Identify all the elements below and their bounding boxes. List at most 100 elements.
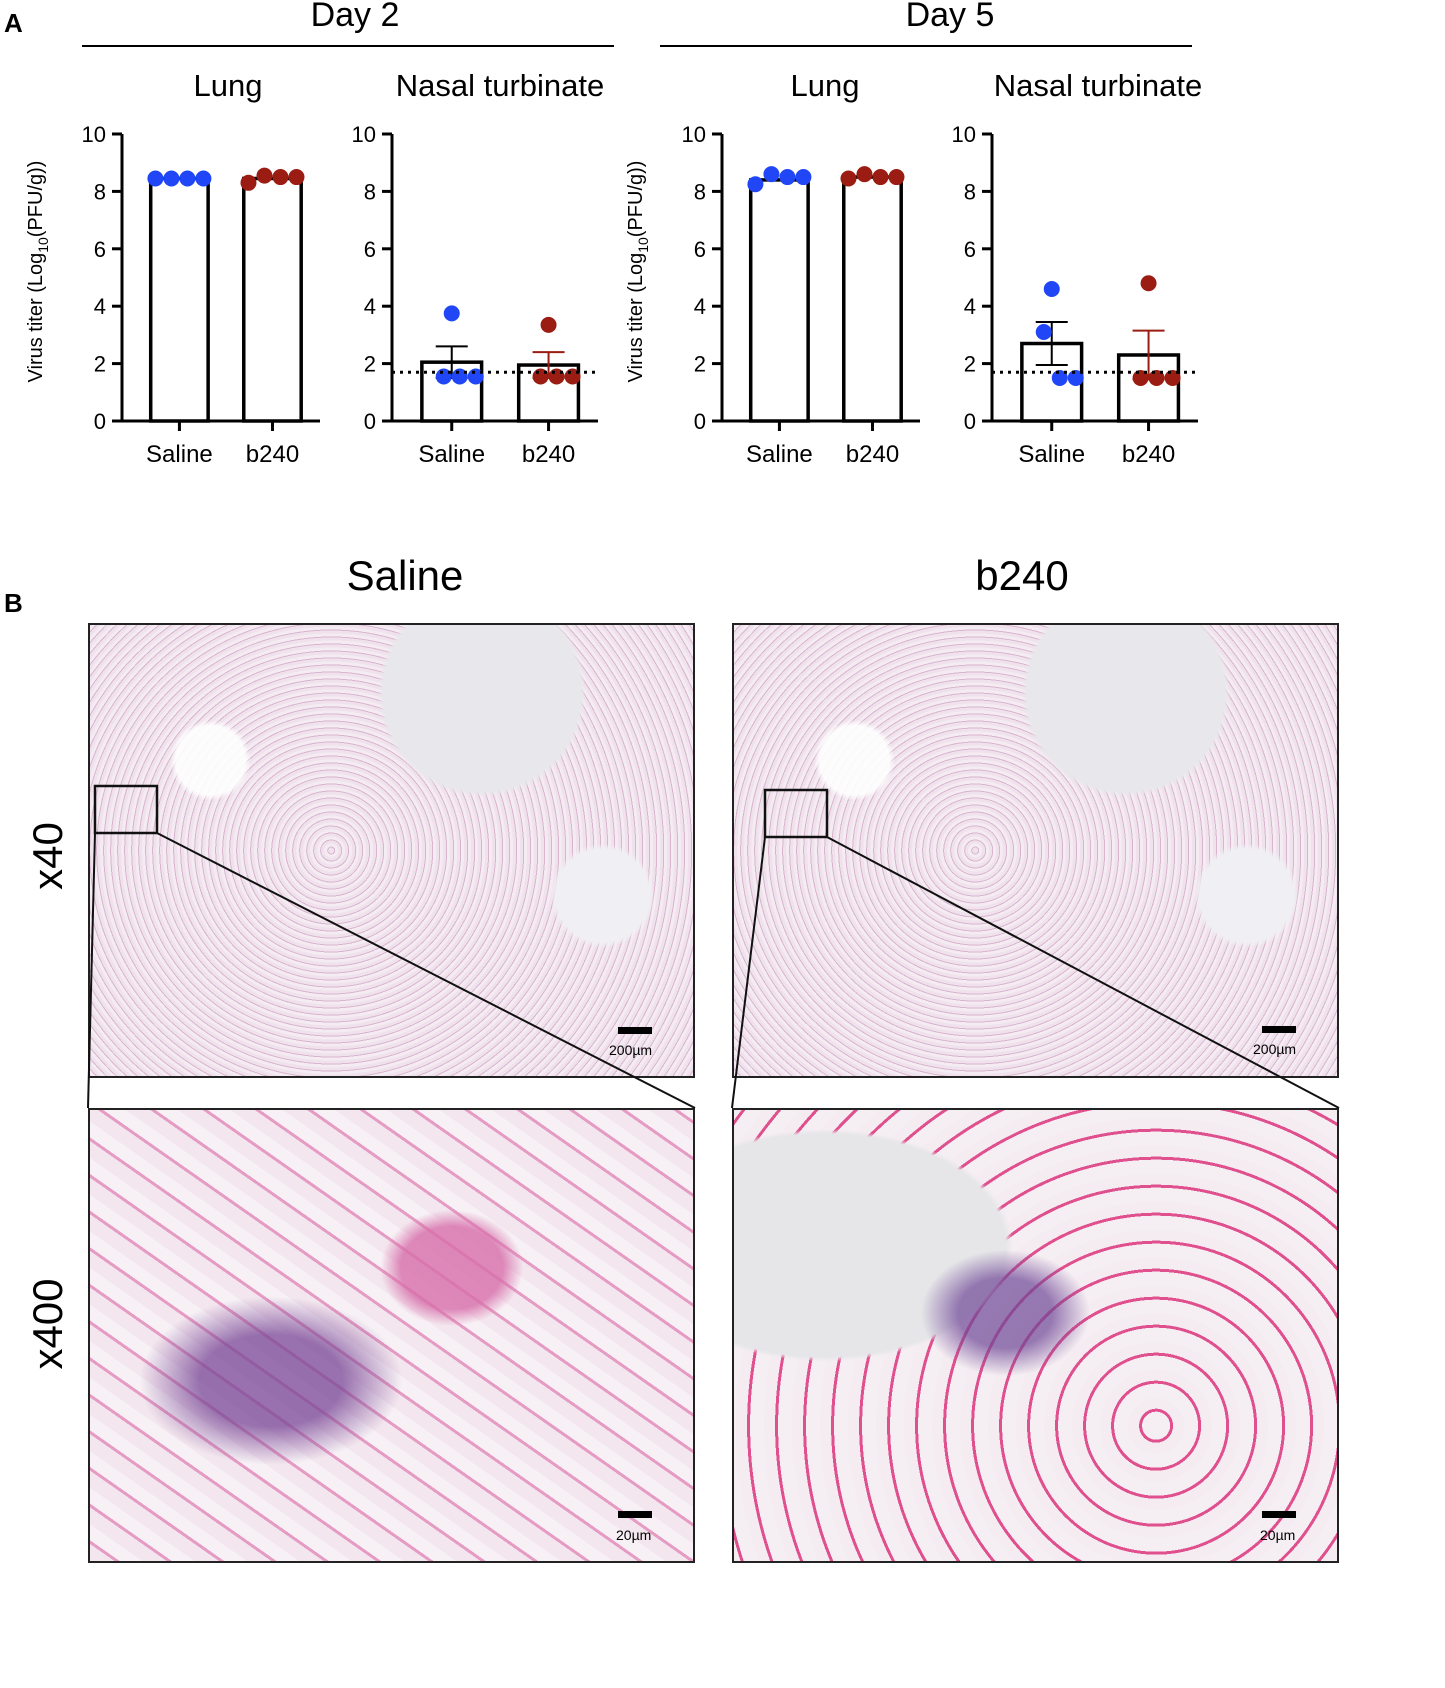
- y-tick-label: 8: [694, 179, 706, 204]
- x-tick-label: b240: [846, 441, 899, 468]
- micrograph-saline-x400: 20µm: [88, 1108, 695, 1563]
- x-tick-label: b240: [1122, 441, 1175, 468]
- day2-title: Day 2: [310, 0, 400, 34]
- micrograph-saline-x40: 200µm: [88, 623, 695, 1078]
- data-point-saline: [1035, 324, 1052, 341]
- data-point-b240: [1148, 369, 1165, 386]
- data-point-b240: [872, 169, 889, 186]
- chart-title: Lung: [194, 68, 263, 103]
- y-axis-label-subscript: 10: [635, 237, 651, 253]
- data-point-b240: [888, 169, 905, 186]
- data-point-b240: [256, 167, 273, 184]
- chart-title: Nasal turbinate: [994, 68, 1203, 103]
- data-point-b240: [1132, 369, 1149, 386]
- micrograph-b240-x40: 200µm: [732, 623, 1339, 1078]
- y-tick-label: 10: [952, 122, 976, 147]
- histology-col-b240: b240: [975, 552, 1069, 599]
- scale-bar: [618, 1027, 652, 1034]
- y-tick-label: 8: [964, 179, 976, 204]
- y-axis-label-subscript: 10: [35, 237, 51, 253]
- zoom-line-right: [826, 836, 1340, 1109]
- data-point-saline: [1067, 369, 1084, 386]
- y-tick-label: 2: [964, 352, 976, 377]
- scale-bar: [1262, 1511, 1296, 1518]
- y-tick-label: 4: [694, 294, 706, 319]
- x-tick-label: Saline: [418, 441, 485, 468]
- y-tick-label: 0: [964, 409, 976, 434]
- chart-title: Nasal turbinate: [396, 68, 605, 103]
- day5-rule: [660, 45, 1192, 47]
- data-point-saline: [747, 176, 764, 193]
- histology-col-saline: Saline: [346, 552, 464, 599]
- day5-title: Day 5: [905, 0, 995, 34]
- data-point-saline: [435, 368, 452, 385]
- panel-a-label: A: [4, 8, 23, 38]
- y-tick-label: 8: [94, 179, 106, 204]
- zoom-box-saline: [93, 784, 159, 835]
- y-tick-label: 4: [364, 294, 376, 319]
- data-point-saline: [163, 170, 180, 187]
- x-tick-label: b240: [522, 441, 575, 468]
- data-point-saline: [451, 368, 468, 385]
- zoom-line-left: [87, 832, 96, 1109]
- y-axis-label: Virus titer (Log10(PFU/g)): [625, 161, 651, 383]
- data-point-saline: [195, 170, 212, 187]
- y-tick-label: 2: [694, 352, 706, 377]
- data-point-saline: [795, 169, 812, 186]
- micrograph-b240-x400: 20µm: [732, 1108, 1339, 1563]
- y-tick-label: 6: [364, 237, 376, 262]
- bar-b240: [242, 176, 303, 423]
- y-axis-label-end: (PFU/g)): [625, 161, 647, 238]
- data-point-b240: [272, 169, 289, 186]
- y-axis-label-main: Virus titer (Log: [625, 253, 647, 383]
- data-point-saline: [1043, 280, 1060, 297]
- panel-b-label: B: [4, 588, 23, 618]
- y-tick-label: 6: [694, 237, 706, 262]
- bar-saline: [148, 176, 210, 423]
- x-tick-label: Saline: [146, 441, 213, 468]
- chart-2: Nasal turbinate 0 2 4 6 8 10 Saline b240: [352, 68, 605, 468]
- y-tick-label: 10: [352, 122, 376, 147]
- scale-bar: [1262, 1026, 1296, 1033]
- bar-saline: [748, 178, 810, 423]
- zoom-line-right: [156, 832, 696, 1109]
- data-point-b240: [288, 169, 305, 186]
- data-point-b240: [856, 166, 873, 183]
- y-axis-label-end: (PFU/g)): [25, 161, 47, 238]
- data-point-b240: [540, 316, 557, 333]
- scale-bar: [618, 1511, 652, 1518]
- y-tick-label: 8: [364, 179, 376, 204]
- zoom-line-left: [731, 836, 766, 1109]
- y-axis-label: Virus titer (Log10(PFU/g)): [25, 161, 51, 383]
- x-tick-label: b240: [246, 441, 299, 468]
- y-tick-label: 6: [964, 237, 976, 262]
- data-point-b240: [1164, 369, 1181, 386]
- chart-title: Lung: [791, 68, 860, 103]
- y-tick-label: 4: [94, 294, 106, 319]
- data-point-saline: [1051, 369, 1068, 386]
- y-tick-label: 2: [94, 352, 106, 377]
- y-tick-label: 0: [364, 409, 376, 434]
- y-tick-label: 0: [94, 409, 106, 434]
- scale-label: 200µm: [1253, 1041, 1297, 1057]
- chart-4: Nasal turbinate 0 2 4 6 8 10 Saline b240: [952, 68, 1203, 468]
- data-point-saline: [763, 166, 780, 183]
- x-tick-label: Saline: [1018, 441, 1085, 468]
- y-tick-label: 2: [364, 352, 376, 377]
- data-point-saline: [147, 170, 164, 187]
- day2-rule: [82, 45, 614, 47]
- data-point-saline: [779, 169, 796, 186]
- y-tick-label: 10: [682, 122, 706, 147]
- data-point-saline: [443, 305, 460, 322]
- y-tick-label: 10: [82, 122, 106, 147]
- data-point-b240: [1140, 275, 1157, 292]
- x-tick-label: Saline: [746, 441, 813, 468]
- y-tick-label: 0: [694, 409, 706, 434]
- data-point-b240: [840, 170, 857, 187]
- scale-label: 200µm: [609, 1042, 653, 1058]
- zoom-box-b240: [763, 788, 829, 839]
